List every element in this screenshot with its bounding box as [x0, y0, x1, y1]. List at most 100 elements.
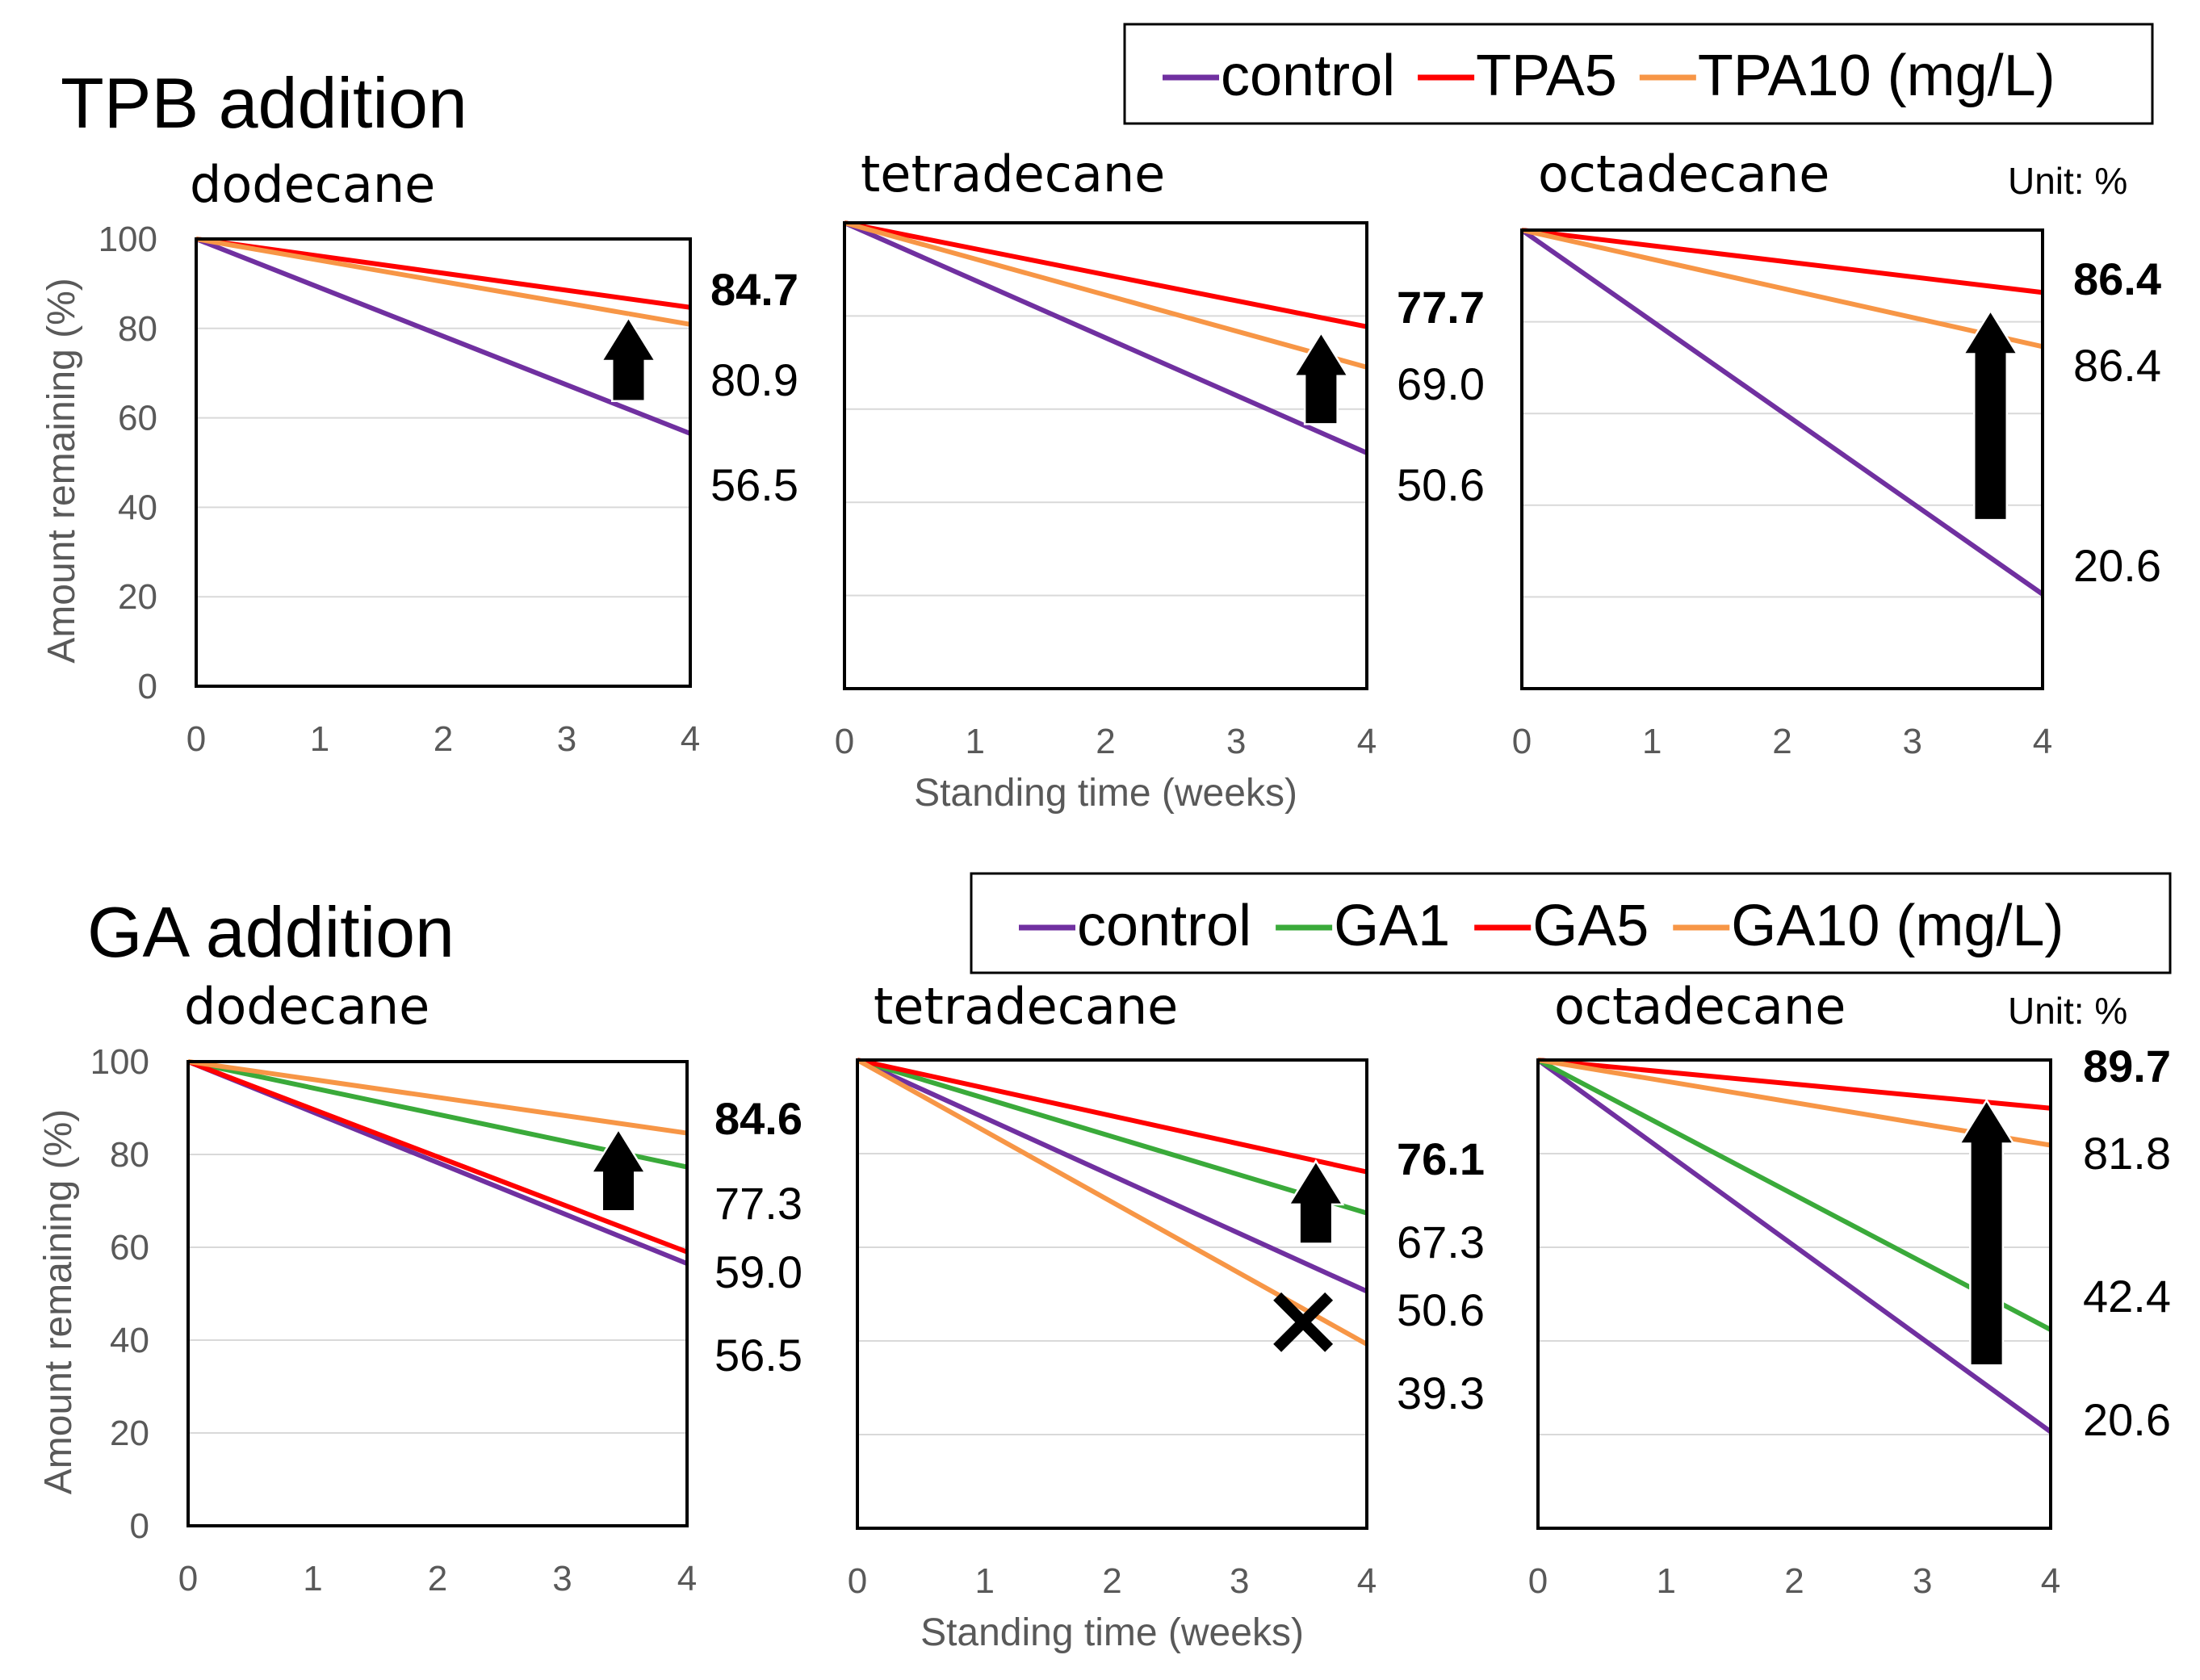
- series-line-tpa10: [844, 220, 1368, 370]
- x-tick-label: 3: [552, 1559, 572, 1598]
- series-line-tpa5: [844, 220, 1368, 329]
- y-tick-label: 60: [110, 1228, 149, 1267]
- series-line-ga10: [187, 1059, 688, 1136]
- x-tick-label: 4: [1357, 722, 1377, 761]
- data-label: 77.7: [1397, 282, 1485, 333]
- legend-tpb: control TPA5 TPA10 (mg/L): [1163, 44, 2055, 108]
- panel-title: dodecane: [184, 977, 430, 1036]
- cross-mark-icon: [1273, 1292, 1334, 1352]
- legend-box-ga: [970, 872, 2172, 974]
- legend-label-control: control: [1077, 894, 1251, 958]
- chart-panel-1: tetradecane 0 1 2 3 4 Standing time (weeks) 77.…: [835, 145, 1485, 815]
- series-line-ga10: [1537, 1058, 2051, 1148]
- series-line-ga1: [1536, 1058, 2052, 1332]
- up-arrow-icon: [1292, 330, 1350, 425]
- series-line-control: [856, 1058, 1368, 1294]
- data-label: 67.3: [1397, 1217, 1485, 1267]
- data-label: 69.0: [1397, 358, 1485, 409]
- unit-label-ga: Unit: %: [2008, 990, 2127, 1032]
- x-tick-label: 0: [1512, 722, 1532, 761]
- series-line-tpa5: [1521, 228, 2043, 295]
- legend-label-tpa10: TPA10 (mg/L): [1698, 44, 2055, 108]
- panel-title: tetradecane: [861, 145, 1165, 203]
- up-arrow-icon: [589, 1127, 647, 1213]
- section-title-tpb: TPB addition: [61, 63, 467, 143]
- x-tick-label: 1: [966, 722, 985, 761]
- x-tick-label: 1: [1642, 722, 1662, 761]
- series-line-tpa10: [1521, 228, 2043, 350]
- chart-panel-2: octadecane 0 1 2 3 4 86.4 86.4 20.6: [1512, 145, 2161, 761]
- series-line-ga5: [186, 1059, 689, 1255]
- data-label: 86.4: [2073, 340, 2161, 391]
- x-tick-label: 2: [434, 719, 453, 759]
- y-tick-label: 60: [118, 399, 157, 438]
- data-label: 76.1: [1397, 1133, 1485, 1184]
- x-tick-label: 2: [1772, 722, 1791, 761]
- x-tick-label: 1: [303, 1559, 322, 1598]
- plot-frame: [843, 221, 1368, 690]
- series-line-tpa5: [195, 237, 691, 310]
- series-line-ga5: [857, 1058, 1368, 1175]
- panel-title: dodecane: [190, 155, 435, 214]
- y-tick-label: 20: [110, 1414, 149, 1453]
- legend-label-ga5: GA5: [1532, 894, 1649, 958]
- data-label: 86.4: [2073, 253, 2161, 304]
- x-tick-label: 1: [975, 1561, 995, 1601]
- series-line-ga1: [187, 1059, 688, 1170]
- panel-title: tetradecane: [874, 977, 1178, 1036]
- x-tick-label: 2: [428, 1559, 447, 1598]
- data-label: 81.8: [2083, 1128, 2171, 1179]
- chart-panel-5: octadecane 0 1 2 3 4 89.7 81.8 42.4 20.6: [1528, 977, 2171, 1601]
- data-label: 89.7: [2083, 1041, 2171, 1091]
- x-tick-label: 3: [1913, 1561, 1932, 1601]
- plot-frame: [195, 237, 692, 688]
- legend-box-tpb: [1123, 23, 2154, 125]
- data-label: 50.6: [1397, 1284, 1485, 1335]
- panel-title: octadecane: [1538, 145, 1829, 203]
- plot-frame: [1520, 228, 2044, 690]
- x-tick-label: 4: [2033, 722, 2052, 761]
- y-axis-title: Amount remaining (%): [37, 1109, 80, 1495]
- x-tick-label: 3: [557, 719, 576, 759]
- y-tick-label: 100: [98, 220, 157, 259]
- y-tick-label: 40: [110, 1321, 149, 1360]
- y-axis-title: Amount remaining (%): [40, 278, 83, 664]
- series-line-ga1: [857, 1058, 1368, 1216]
- data-label: 42.4: [2083, 1271, 2171, 1322]
- data-label: 77.3: [714, 1178, 802, 1229]
- series-line-control: [195, 237, 692, 436]
- legend-label-control: control: [1221, 44, 1395, 108]
- x-tick-label: 0: [835, 722, 854, 761]
- data-label: 56.5: [714, 1330, 802, 1380]
- unit-label-tpb: Unit: %: [2008, 160, 2127, 202]
- series-line-control: [1536, 1058, 2052, 1434]
- series-line-ga5: [1537, 1058, 2051, 1111]
- x-tick-label: 0: [1528, 1561, 1548, 1601]
- panel-title: octadecane: [1554, 977, 1846, 1036]
- x-tick-label: 3: [1226, 722, 1246, 761]
- data-label: 20.6: [2073, 540, 2161, 591]
- y-tick-label: 0: [138, 667, 157, 706]
- y-tick-label: 80: [118, 309, 157, 349]
- y-tick-label: 100: [90, 1042, 149, 1082]
- x-tick-label: 1: [310, 719, 329, 759]
- x-tick-label: 2: [1096, 722, 1115, 761]
- legend-label-ga10: GA10 (mg/L): [1731, 894, 2064, 958]
- data-label: 39.3: [1397, 1368, 1485, 1418]
- x-tick-label: 4: [2041, 1561, 2060, 1601]
- data-label: 56.5: [710, 459, 798, 510]
- x-tick-label: 4: [681, 719, 700, 759]
- x-axis-title: Standing time (weeks): [920, 1611, 1304, 1654]
- legend-label-ga1: GA1: [1334, 894, 1450, 958]
- plot-frame: [856, 1058, 1368, 1530]
- data-label: 84.7: [710, 264, 798, 315]
- section-title-ga: GA addition: [87, 892, 455, 972]
- plot-frame: [186, 1060, 689, 1527]
- series-line-control: [843, 220, 1368, 455]
- y-tick-label: 20: [118, 577, 157, 617]
- x-tick-label: 4: [677, 1559, 697, 1598]
